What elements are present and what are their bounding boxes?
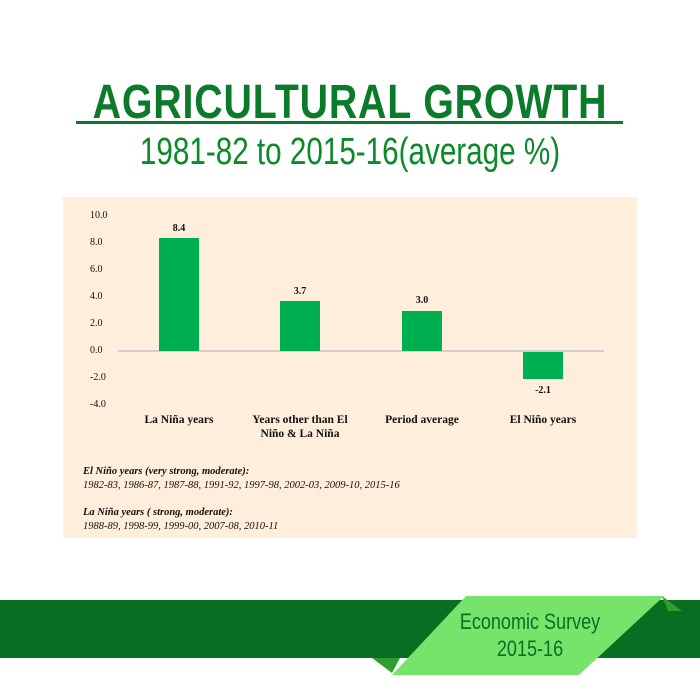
page-subtitle: 1981-82 to 2015-16(average %) (139, 131, 561, 173)
y-tick: -4.0 (90, 399, 106, 410)
zero-axis-line (118, 350, 604, 352)
category-label: Years other than El Niño & La Niña (235, 413, 365, 441)
y-tick: 2.0 (90, 318, 103, 329)
category-label-line: La Niña years (144, 414, 214, 426)
y-tick: 6.0 (90, 264, 103, 275)
category-label: La Niña years (114, 413, 244, 427)
title-underline (76, 121, 623, 124)
category-label-line: Niño & La Niña (260, 428, 340, 440)
y-tick: 4.0 (90, 291, 103, 302)
y-tick: 8.0 (90, 237, 103, 248)
la-nina-note-heading: La Niña years ( strong, moderate): (83, 506, 233, 519)
bar-period-average (402, 311, 442, 351)
category-label-line: Years other than El (252, 414, 348, 426)
bar-other-years (280, 301, 320, 351)
bar-el-nino-years (523, 352, 563, 379)
el-nino-note-years: 1982-83, 1986-87, 1987-88, 1991-92, 1997… (83, 480, 400, 491)
footer-label-line2: 2015-16 (496, 636, 564, 661)
la-nina-heading: La Niña years ( strong, moderate): (83, 507, 233, 518)
category-label: Period average (357, 413, 487, 427)
el-nino-heading: El Niño years (very strong, moderate): (83, 466, 250, 477)
bar-value-label: -2.1 (535, 385, 551, 396)
y-tick: 10.0 (90, 210, 108, 221)
footer-label-line1: Economic Survey (459, 609, 601, 634)
footer-ribbon-icon (372, 596, 682, 675)
category-label-line: El Niño years (509, 414, 577, 426)
bar-value-label: 3.0 (415, 295, 429, 306)
bar-value-label: 8.4 (172, 223, 186, 234)
y-tick: -2.0 (90, 372, 106, 383)
la-nina-note-years: 1988-89, 1998-99, 1999-00, 2007-08, 2010… (83, 521, 279, 532)
category-label: El Niño years (478, 413, 608, 427)
bar-la-nina-years (159, 238, 199, 351)
el-nino-note-heading: El Niño years (very strong, moderate): (83, 465, 249, 478)
bar-value-label: 3.7 (293, 286, 307, 297)
page-title: AGRICULTURAL GROWTH (92, 76, 608, 129)
y-tick: 0.0 (90, 345, 103, 356)
category-label-line: Period average (385, 414, 459, 426)
